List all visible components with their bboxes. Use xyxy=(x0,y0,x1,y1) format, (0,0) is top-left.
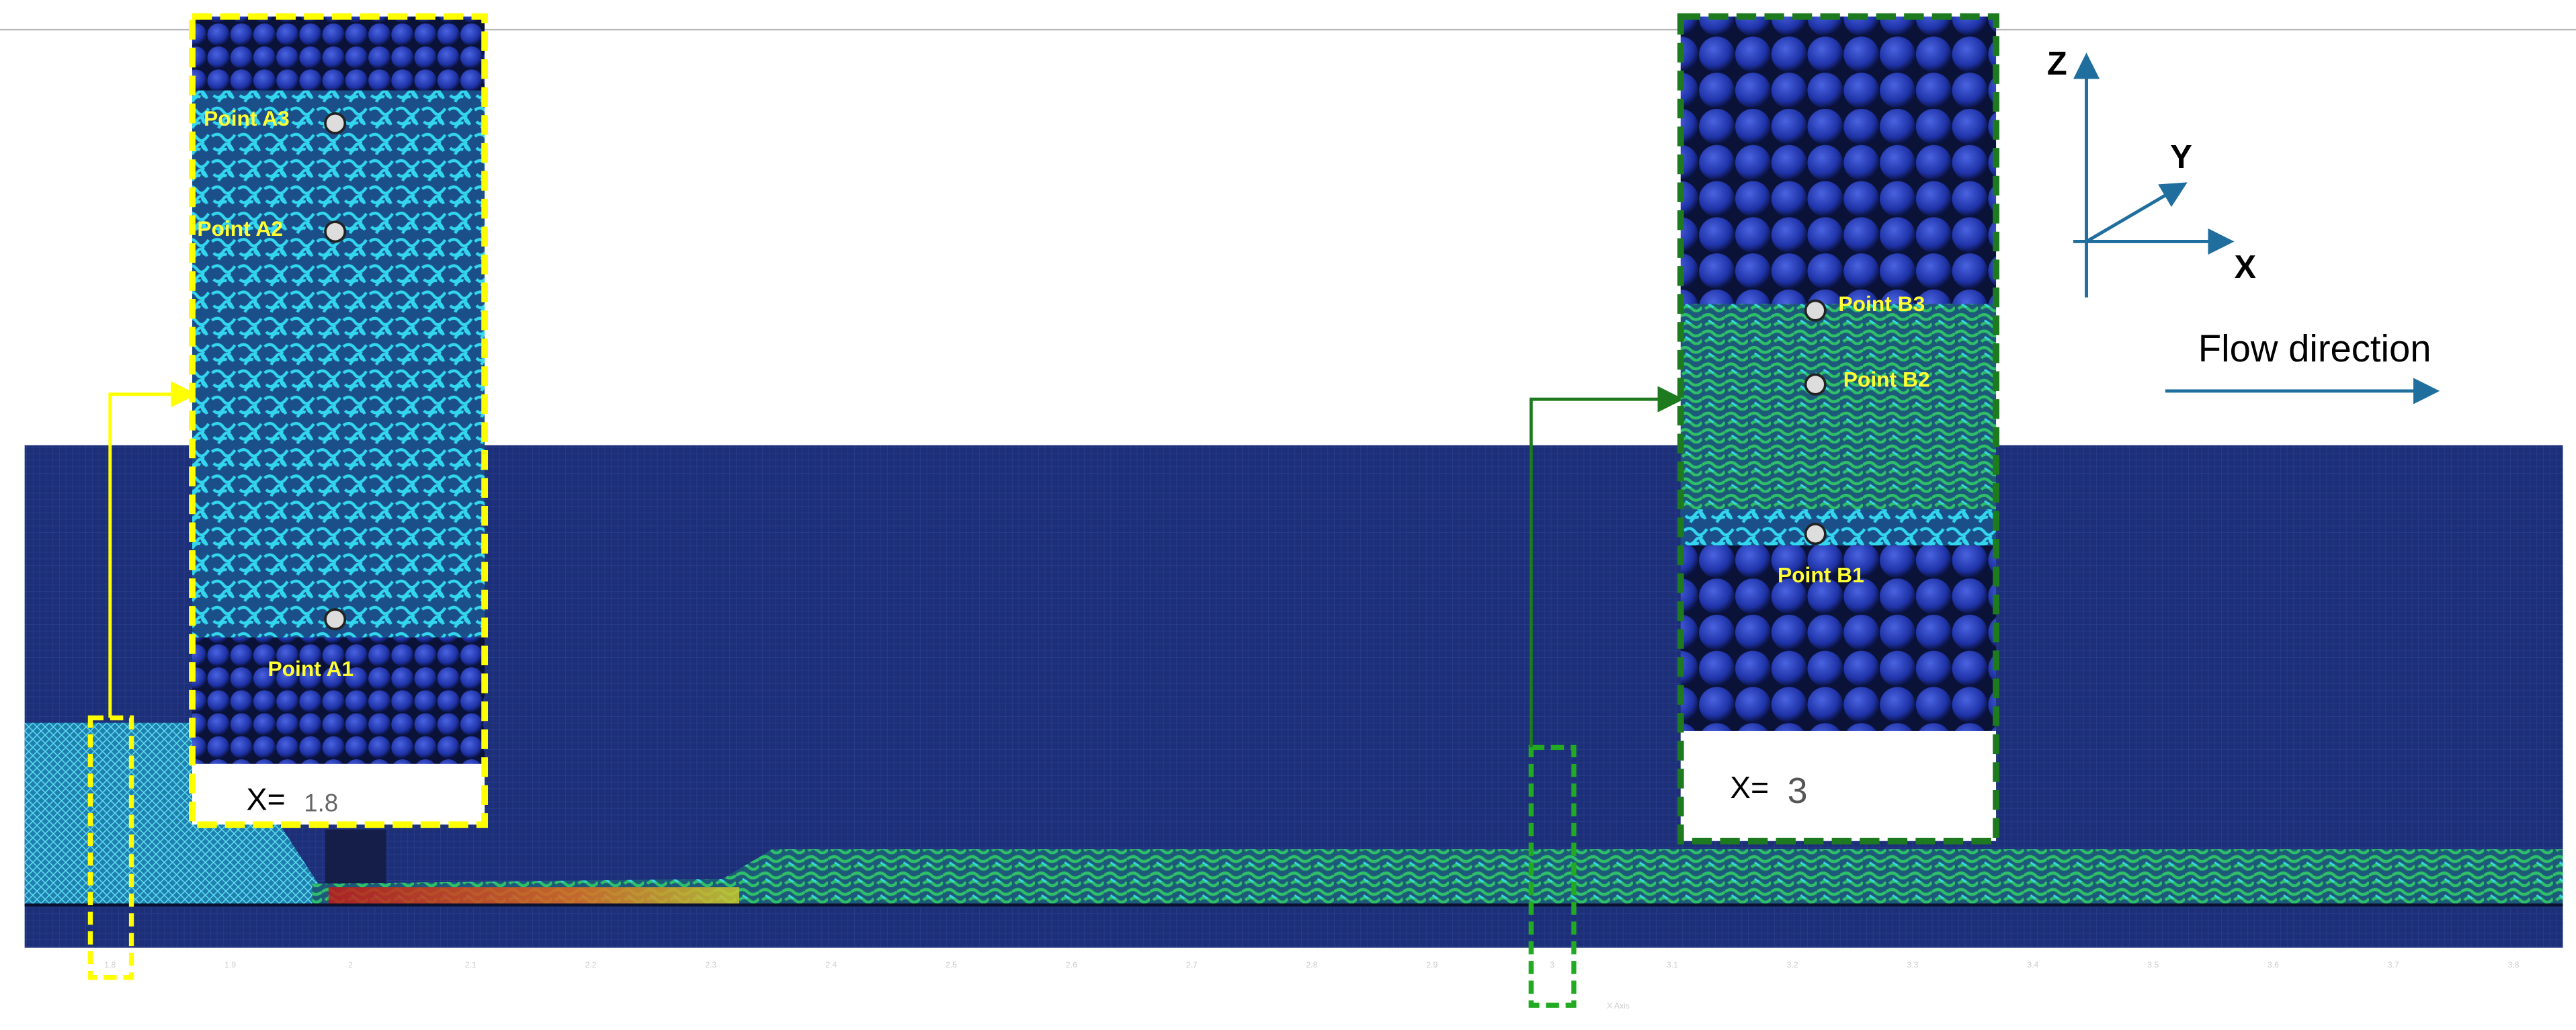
x-value: 1.8 xyxy=(304,789,338,817)
x-prefix: X= xyxy=(247,781,286,816)
axis-label: Z xyxy=(2047,46,2067,82)
label-box xyxy=(192,763,485,825)
axis-label: Y xyxy=(2170,139,2192,175)
inset-frame xyxy=(189,13,489,828)
tick-label: 2.2 xyxy=(585,960,597,970)
tick-label: 3.4 xyxy=(2027,960,2038,970)
tick-label: 2.6 xyxy=(1066,960,1077,970)
tick-label: 3.2 xyxy=(1787,960,1798,970)
probe xyxy=(1804,523,1827,546)
tick-label: 2.4 xyxy=(825,960,837,970)
flow-label: Flow direction xyxy=(2198,327,2432,370)
tick-label: 3.7 xyxy=(2388,960,2399,970)
probe xyxy=(324,112,347,134)
tick-label: 2.8 xyxy=(1306,960,1317,970)
point-label: Point B2 xyxy=(1843,368,1930,392)
tick-label: 3.3 xyxy=(1907,960,1919,970)
point-label: Point B1 xyxy=(1778,563,1864,587)
point-label: Point A2 xyxy=(197,216,283,241)
block xyxy=(325,829,386,889)
scour-layer xyxy=(1680,509,1997,546)
inset-a: Point A3 Point A2 Point A1 X= 1.8 xyxy=(189,13,489,828)
zoom-arrow-b xyxy=(1529,386,1684,748)
tick-label: 1.9 xyxy=(224,960,236,970)
zoom-box-b xyxy=(1528,744,1577,1008)
x-ticks: 1.8 1.9 2 2.1 2.2 2.3 2.4 2.5 2.6 2.7 2.8 2.9 3 3.1 3.… xyxy=(104,960,2520,970)
tick-label: 2.5 xyxy=(946,960,957,970)
inset-b: Point B3 Point B2 Point B1 X= 3 xyxy=(1677,13,1999,845)
bed-erosion xyxy=(328,887,740,906)
inset-frame xyxy=(1677,13,1999,845)
porous-zone xyxy=(192,90,485,641)
tick-label: 2 xyxy=(348,960,353,970)
x-value: 3 xyxy=(1788,771,1808,811)
spheres xyxy=(192,16,485,95)
label-box xyxy=(1680,730,1997,841)
upstream-water xyxy=(24,722,321,906)
axes-icon xyxy=(2073,52,2235,298)
tick-label: 3.5 xyxy=(2147,960,2159,970)
spheres xyxy=(1680,545,1997,731)
axis-title: X Axis xyxy=(1607,1001,1630,1011)
tick-label: 3.6 xyxy=(2268,960,2279,970)
tick-label: 1.8 xyxy=(104,960,116,970)
point-label: Point B3 xyxy=(1838,292,1925,316)
probe xyxy=(1804,299,1827,322)
probe xyxy=(324,608,347,631)
y-axis xyxy=(2085,182,2188,243)
probe xyxy=(1804,373,1827,396)
tick-label: 3.8 xyxy=(2508,960,2520,970)
flow-layer xyxy=(312,849,2563,906)
mixing-zone xyxy=(1680,304,1997,546)
tick-label: 2.1 xyxy=(465,960,476,970)
point-label: Point A3 xyxy=(204,106,290,130)
zoom-arrow-a xyxy=(108,381,198,718)
tick-label: 2.7 xyxy=(1186,960,1198,970)
tick-label: 3.1 xyxy=(1667,960,1678,970)
tick-label: 2.9 xyxy=(1426,960,1438,970)
spheres xyxy=(192,637,485,764)
probe xyxy=(324,220,347,243)
x-prefix: X= xyxy=(1730,770,1769,805)
point-label: Point A1 xyxy=(267,656,354,681)
tick-label: 2.3 xyxy=(705,960,716,970)
spheres xyxy=(1680,16,1997,309)
tick-label: 3 xyxy=(1550,960,1554,970)
axis-label: X xyxy=(2235,249,2257,286)
